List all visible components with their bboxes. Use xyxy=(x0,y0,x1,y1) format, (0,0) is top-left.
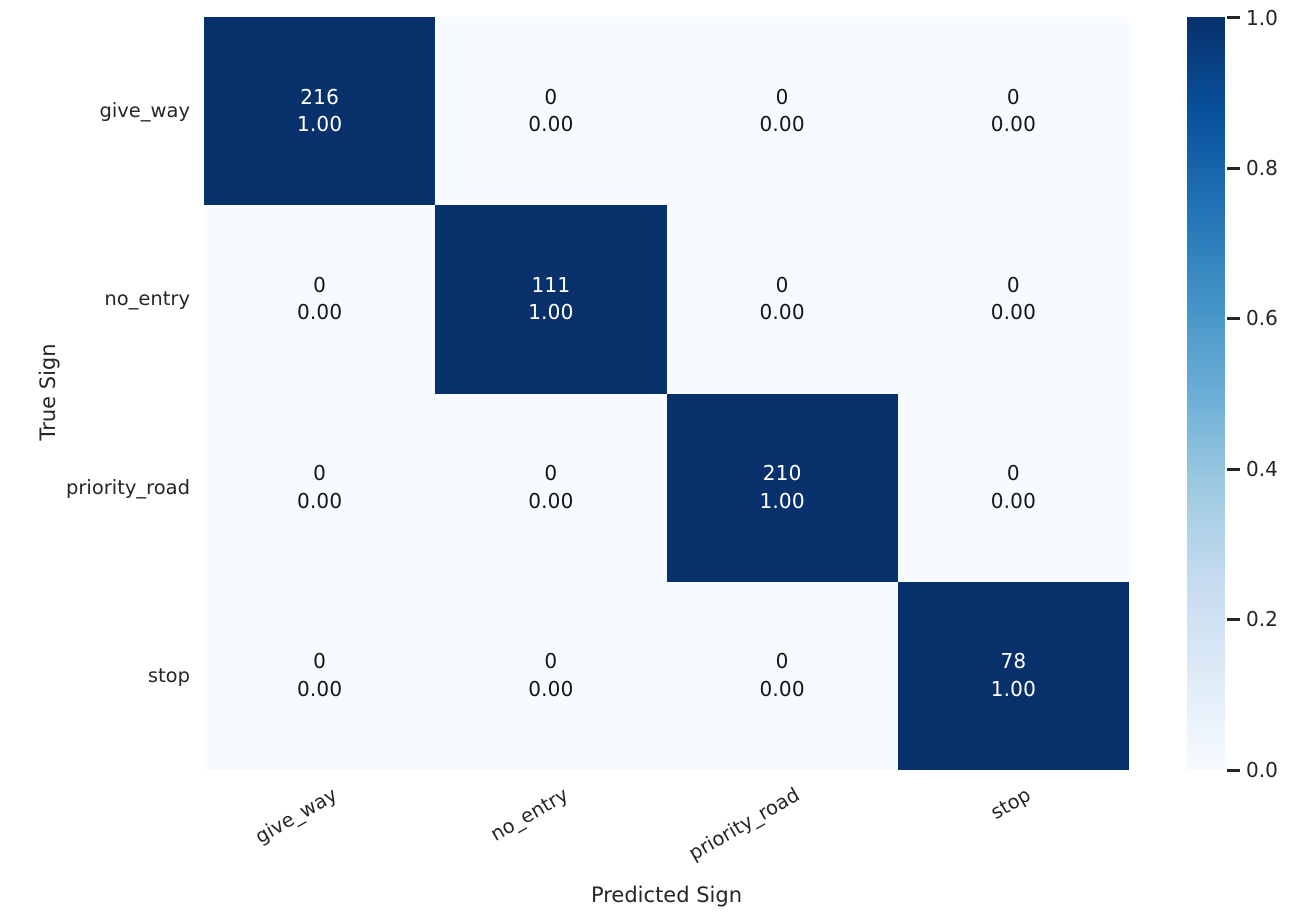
heatmap-cell: 0 0.00 xyxy=(666,17,898,206)
cell-ratio: 0.00 xyxy=(759,112,805,137)
colorbar-tick-label: 0.6 xyxy=(1246,306,1278,330)
cell-count: 0 xyxy=(313,649,327,674)
cell-ratio: 1.00 xyxy=(990,676,1037,701)
cell-count: 0 xyxy=(544,649,558,674)
heatmap-cell: 78 1.00 xyxy=(897,581,1129,770)
cell-ratio: 1.00 xyxy=(528,300,574,325)
colorbar-gradient xyxy=(1187,17,1225,770)
x-tick-label: give_way xyxy=(251,783,342,849)
heatmap-cell: 0 0.00 xyxy=(897,205,1129,394)
cell-ratio: 0.00 xyxy=(296,300,343,325)
cell-count: 0 xyxy=(775,649,789,674)
colorbar-tick-mark xyxy=(1227,167,1240,170)
cell-count: 0 xyxy=(544,84,558,109)
colorbar-tick-mark xyxy=(1227,618,1240,621)
heatmap-cell: 0 0.00 xyxy=(897,17,1129,206)
colorbar-tick-label: 0.0 xyxy=(1246,758,1278,782)
heatmap-cell: 216 1.00 xyxy=(204,17,436,206)
cell-ratio: 0.00 xyxy=(296,488,343,513)
cell-ratio: 0.00 xyxy=(759,676,805,701)
cell-count: 0 xyxy=(1006,461,1020,486)
heatmap-grid: 216 1.00 0 0.00 0 0.00 0 0.00 0 0.00 111… xyxy=(204,17,1129,770)
x-axis-title: Predicted Sign xyxy=(590,883,743,907)
cell-ratio: 0.00 xyxy=(990,488,1037,513)
y-tick-label: give_way xyxy=(99,99,190,122)
heatmap-cell: 0 0.00 xyxy=(897,393,1129,582)
heatmap-cell: 0 0.00 xyxy=(204,393,436,582)
cell-ratio: 0.00 xyxy=(296,676,343,701)
colorbar-tick-label: 1.0 xyxy=(1246,6,1278,30)
heatmap-cell: 0 0.00 xyxy=(666,581,898,770)
y-tick-label: stop xyxy=(147,664,190,687)
cell-count: 216 xyxy=(300,84,340,109)
colorbar-tick-mark xyxy=(1227,16,1240,19)
heatmap-cell: 0 0.00 xyxy=(666,205,898,394)
colorbar-tick-mark xyxy=(1227,468,1240,471)
colorbar-tick-mark xyxy=(1227,317,1240,320)
cell-count: 0 xyxy=(1006,84,1020,109)
cell-count: 111 xyxy=(531,272,571,297)
heatmap-cell: 0 0.00 xyxy=(204,581,436,770)
cell-ratio: 0.00 xyxy=(990,300,1037,325)
cell-count: 0 xyxy=(313,272,327,297)
heatmap-cell: 210 1.00 xyxy=(666,393,898,582)
x-tick-label: no_entry xyxy=(486,783,573,846)
heatmap-cell: 0 0.00 xyxy=(435,393,667,582)
cell-count: 0 xyxy=(544,461,558,486)
y-axis-title: True Sign xyxy=(36,343,60,441)
colorbar-tick-label: 0.4 xyxy=(1246,457,1278,481)
colorbar-tick-label: 0.8 xyxy=(1246,156,1278,180)
cell-count: 0 xyxy=(313,461,327,486)
cell-ratio: 0.00 xyxy=(990,112,1037,137)
cell-ratio: 0.00 xyxy=(528,676,574,701)
colorbar-tick-label: 0.2 xyxy=(1246,607,1278,631)
heatmap-cell: 0 0.00 xyxy=(435,581,667,770)
heatmap-cell: 111 1.00 xyxy=(435,205,667,394)
cell-ratio: 1.00 xyxy=(759,488,805,513)
cell-count: 0 xyxy=(1006,272,1020,297)
colorbar-tick-mark xyxy=(1227,769,1240,772)
cell-count: 78 xyxy=(1000,649,1027,674)
y-tick-label: priority_road xyxy=(66,476,190,499)
cell-ratio: 0.00 xyxy=(528,488,574,513)
cell-count: 0 xyxy=(775,272,789,297)
x-tick-label: priority_road xyxy=(684,783,804,865)
cell-ratio: 0.00 xyxy=(528,112,574,137)
cell-count: 210 xyxy=(762,461,802,486)
cell-ratio: 0.00 xyxy=(759,300,805,325)
cell-ratio: 1.00 xyxy=(296,112,343,137)
cell-count: 0 xyxy=(775,84,789,109)
heatmap-cell: 0 0.00 xyxy=(435,17,667,206)
y-tick-label: no_entry xyxy=(104,287,190,310)
x-tick-label: stop xyxy=(986,783,1035,824)
heatmap-cell: 0 0.00 xyxy=(204,205,436,394)
